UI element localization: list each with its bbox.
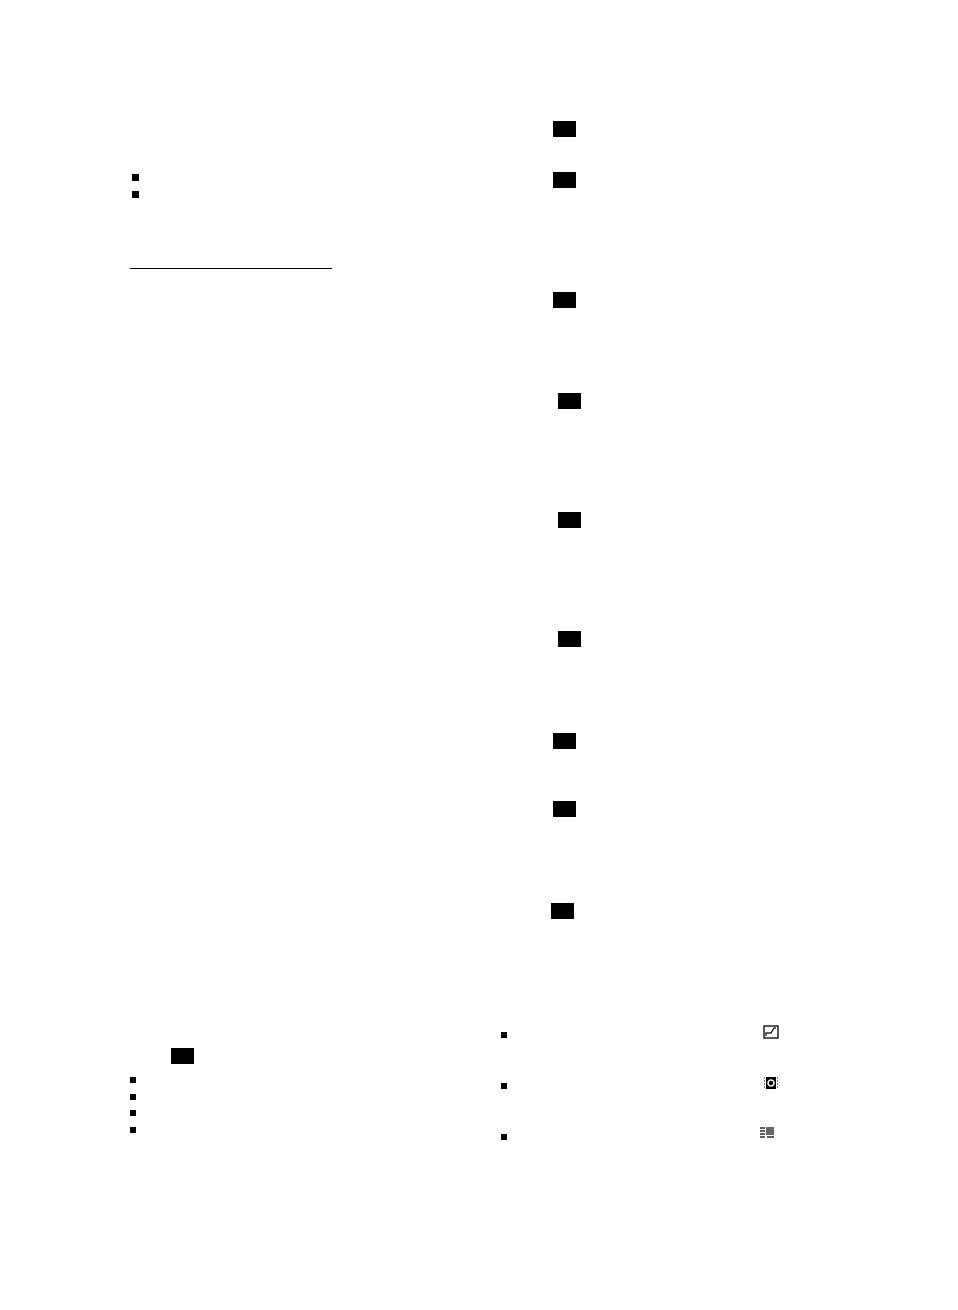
bullet (130, 1110, 136, 1116)
bullet (130, 1077, 136, 1083)
key-label-block (553, 172, 576, 188)
key-label-block (553, 292, 576, 308)
key-label-block (558, 393, 581, 409)
bullet (132, 191, 139, 198)
divider (130, 268, 332, 269)
key-label-block (558, 631, 581, 647)
key-label-block (551, 903, 574, 919)
bullet (132, 174, 139, 181)
key-label-block (553, 801, 576, 817)
bullet (501, 1134, 507, 1140)
bullet (130, 1127, 136, 1133)
resize-icon (763, 1025, 779, 1039)
barcode-icon (760, 1127, 774, 1138)
bullet (130, 1094, 136, 1100)
key-label-block (171, 1048, 194, 1064)
key-label-block (553, 733, 576, 749)
key-label-block (553, 121, 576, 137)
key-label-block (558, 512, 581, 528)
bullet (501, 1083, 507, 1089)
settings-chip-icon (764, 1077, 778, 1089)
bullet (501, 1032, 507, 1038)
